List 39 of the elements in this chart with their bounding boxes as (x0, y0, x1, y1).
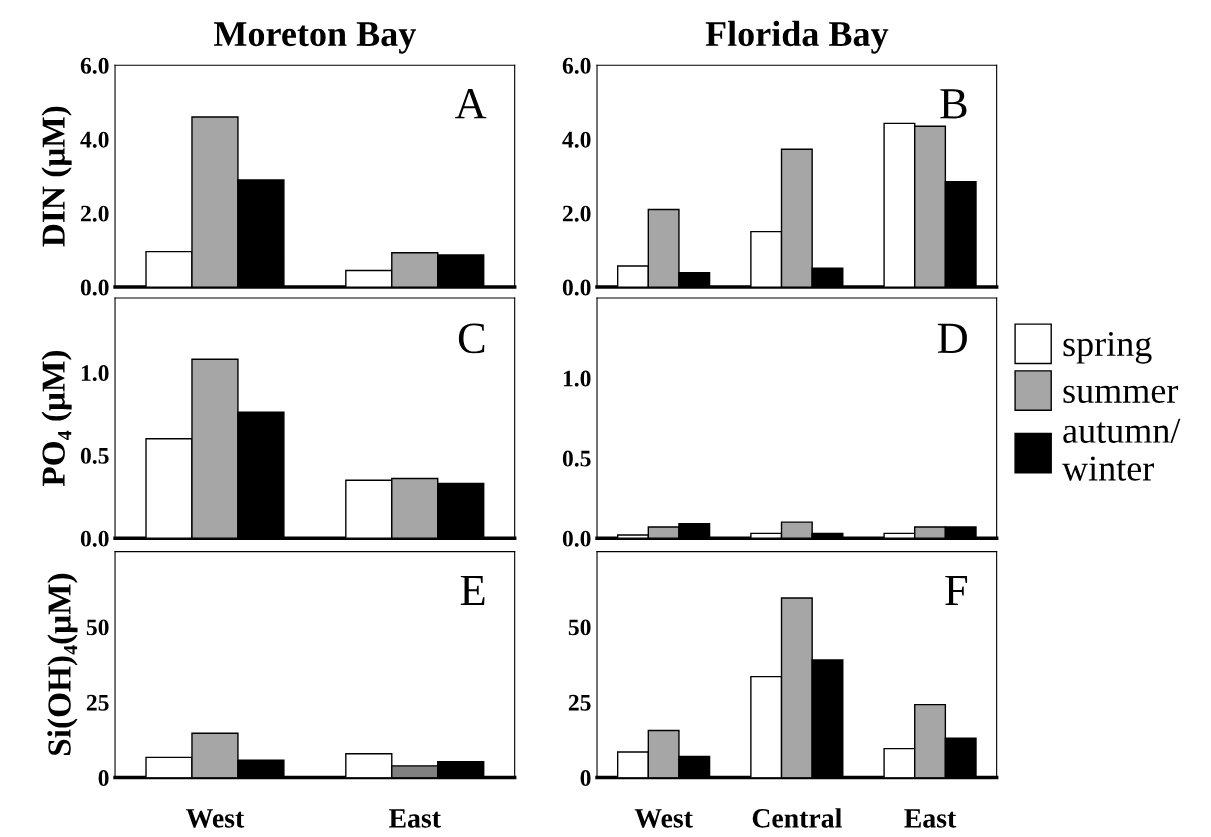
y-tick-label: 25 (568, 694, 591, 711)
y-tick-label: 50 (86, 619, 109, 636)
y-tick-label: 4.0 (80, 131, 109, 148)
annotation: E (460, 575, 485, 606)
x-tick-label: West (634, 809, 693, 828)
legend-label: summer (1063, 385, 1179, 403)
y-tick-label: 2.0 (562, 205, 591, 222)
chart-title: Moreton Bay (214, 22, 416, 54)
y-tick-label: 0 (580, 770, 591, 786)
y-tick-label: 0.5 (562, 450, 591, 467)
legend-label: spring (1063, 331, 1152, 364)
y-tick-label: 0.0 (80, 279, 109, 296)
annotation: F (945, 575, 968, 606)
y-axis-title: PO₄ (μM) (41, 350, 72, 487)
y-tick-label: 1.0 (563, 370, 591, 387)
y-tick-label: 0.0 (562, 530, 591, 547)
y-tick-label: 25 (86, 694, 109, 711)
chart-title: Florida Bay (705, 20, 889, 54)
x-tick-label: East (904, 809, 957, 828)
annotation: A (455, 88, 487, 119)
legend-label: autumn/ winter (1062, 418, 1181, 481)
y-tick-label: 4.0 (562, 131, 591, 148)
x-tick-label: East (389, 809, 441, 828)
y-tick-label: 6.0 (80, 57, 109, 74)
y-axis-title: Si(OH)₄(μM) (47, 573, 78, 755)
annotation: C (458, 323, 485, 354)
y-axis-title: DIN (μM) (41, 106, 72, 247)
annotation: D (937, 323, 967, 353)
y-tick-label: 0.0 (562, 279, 591, 296)
x-tick-label: Central (752, 808, 842, 828)
y-tick-label: 1.0 (81, 365, 109, 382)
annotation: B (940, 89, 967, 119)
x-tick-label: West (186, 809, 245, 828)
y-tick-label: 0.5 (80, 447, 109, 464)
y-tick-label: 2.0 (80, 205, 109, 222)
y-tick-label: 0 (98, 770, 109, 786)
y-tick-label: 50 (568, 619, 591, 636)
y-tick-label: 0.0 (80, 530, 109, 547)
y-tick-label: 6.0 (562, 57, 591, 74)
